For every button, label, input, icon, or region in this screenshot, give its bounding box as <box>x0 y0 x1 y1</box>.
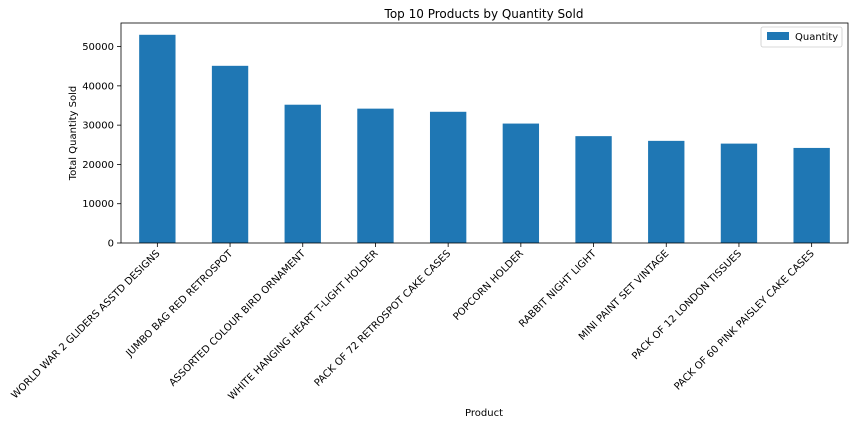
plot-area <box>139 34 830 244</box>
y-tick-label: 20000 <box>82 160 114 171</box>
bar-6 <box>502 123 540 243</box>
x-tick-label: WHITE HANGING HEART T-LIGHT HOLDER <box>226 248 380 402</box>
y-tick-label: 0 <box>108 239 114 250</box>
y-tick-label: 50000 <box>82 42 114 53</box>
legend-entry-quantity: Quantity <box>795 32 838 43</box>
plot-frame <box>120 22 849 244</box>
x-tick-label: WORLD WAR 2 GLIDERS ASSTD DESIGNS <box>10 248 163 401</box>
bar-1 <box>139 34 176 243</box>
x-axis-label: Product <box>465 408 503 419</box>
y-tick-label: 10000 <box>82 199 114 210</box>
chart-title: Top 10 Products by Quantity Sold <box>384 7 584 21</box>
bar-3 <box>284 104 321 244</box>
bar-7 <box>575 136 612 243</box>
bar-9 <box>720 143 758 243</box>
x-tick-label: PACK OF 72 RETROSPOT CAKE CASES <box>313 248 454 389</box>
bar-8 <box>648 140 685 243</box>
x-tick-label: PACK OF 60 PINK PAISLEY CAKE CASES <box>672 248 816 392</box>
legend-swatch <box>767 32 789 40</box>
y-axis: 0 10000 20000 30000 40000 50000 <box>82 42 121 250</box>
y-tick-label: 30000 <box>82 121 114 132</box>
x-tick-label: ASSORTED COLOUR BIRD ORNAMENT <box>167 248 308 389</box>
x-tick-label: POPCORN HOLDER <box>451 248 526 323</box>
bar-4 <box>357 108 394 243</box>
bar-5 <box>429 111 467 243</box>
legend: Quantity <box>760 26 843 48</box>
bar-2 <box>211 65 249 243</box>
y-axis-label: Total Quantity Sold <box>68 86 79 182</box>
y-tick-label: 40000 <box>82 81 114 92</box>
bar-10 <box>793 147 830 243</box>
x-tick-label: RABBIT NIGHT LIGHT <box>517 248 599 330</box>
